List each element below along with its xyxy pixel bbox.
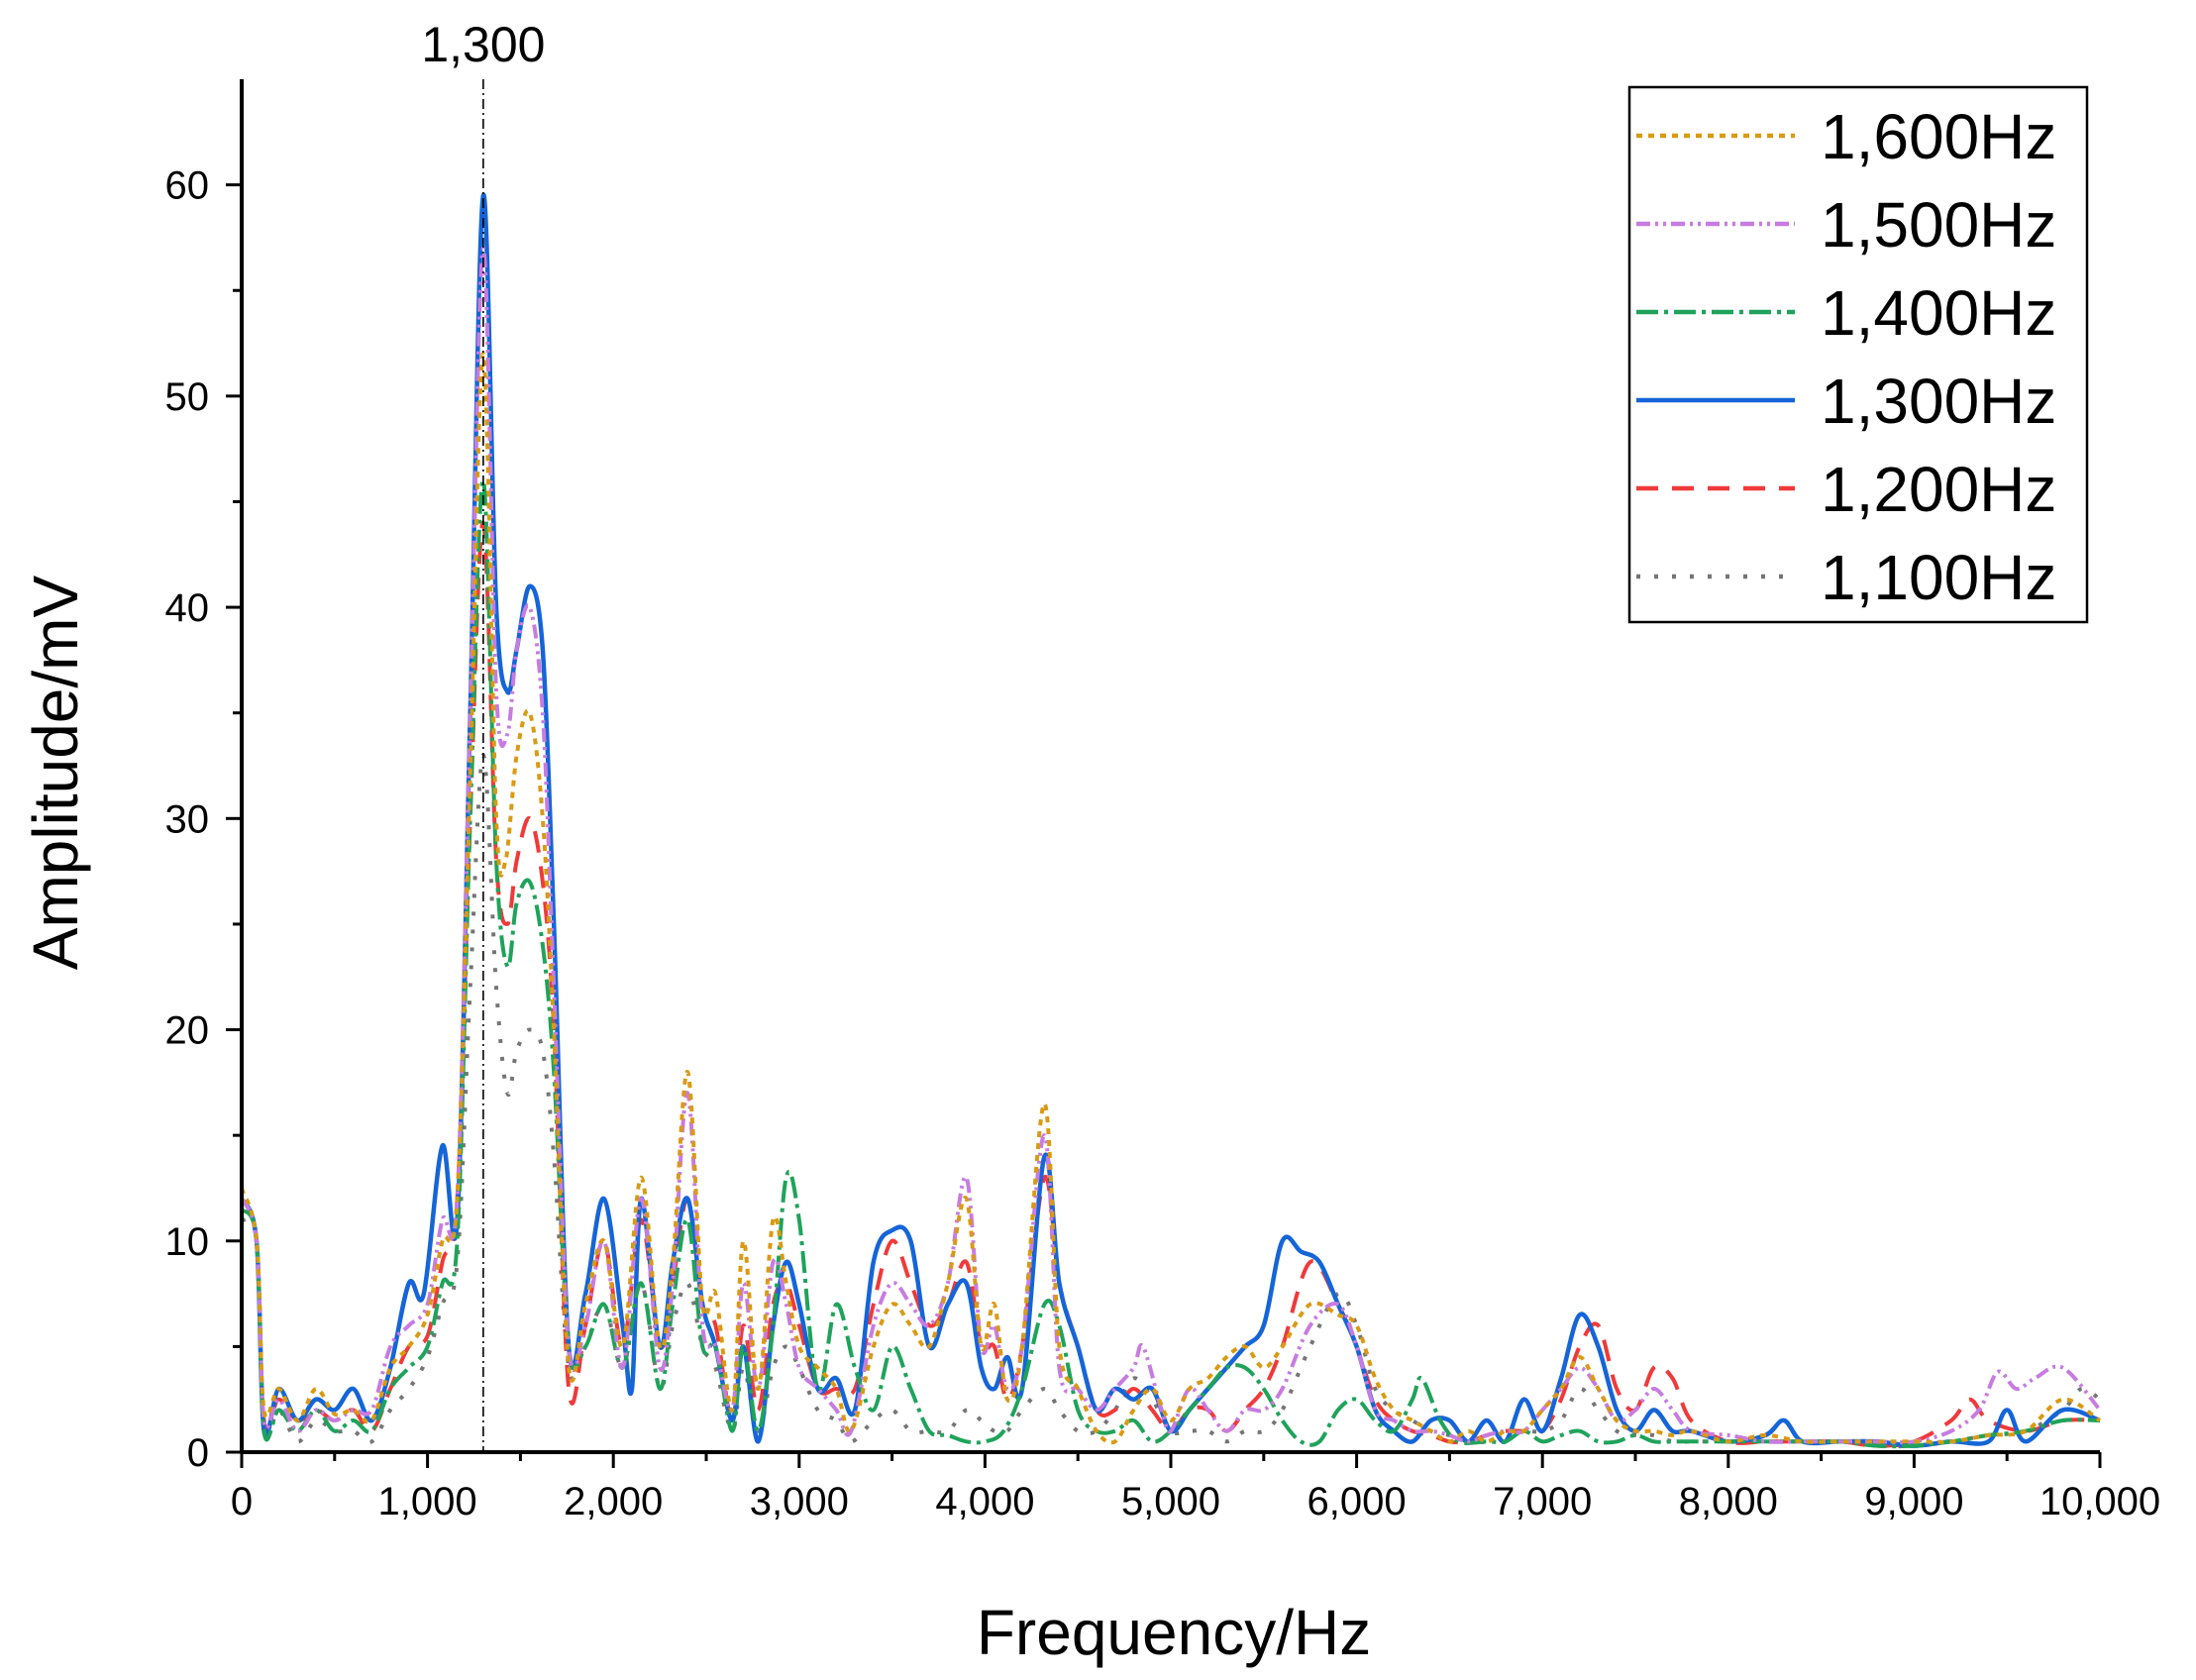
x-tick-label: 3,000 <box>750 1480 849 1523</box>
axes-group: 0 1,000 2,000 3,000 4,000 5,000 6,000 7,000 8,00… <box>165 79 2160 1523</box>
legend-label: 1,400Hz <box>1821 277 2056 349</box>
series-line-1100hz <box>240 753 2102 1449</box>
y-tick-label: 0 <box>187 1431 209 1475</box>
x-tick-label: 7,000 <box>1493 1480 1592 1523</box>
legend-label: 1,300Hz <box>1821 366 2056 437</box>
x-tick-label: 6,000 <box>1307 1480 1407 1523</box>
peak-marker-label: 1,300 <box>421 17 545 72</box>
legend-label: 1,200Hz <box>1821 454 2056 525</box>
legend: 1,600Hz 1,500Hz 1,400Hz 1,300Hz 1,200Hz 1,100… <box>1627 85 2089 624</box>
y-axis-title: Amplitude/mV <box>20 576 91 971</box>
y-tick-label: 40 <box>165 586 210 630</box>
y-tick-label: 10 <box>165 1220 210 1264</box>
series-line-1600hz <box>240 352 2102 1445</box>
y-tick-label: 60 <box>165 164 210 208</box>
x-tick-label: 8,000 <box>1679 1480 1778 1523</box>
legend-label: 1,100Hz <box>1821 542 2056 613</box>
x-tick-label: 5,000 <box>1121 1480 1220 1523</box>
x-tick-label: 1,000 <box>378 1480 477 1523</box>
legend-box <box>1627 85 2089 624</box>
x-tick-label: 4,000 <box>935 1480 1034 1523</box>
legend-label: 1,600Hz <box>1821 101 2056 172</box>
series-line-1500hz <box>240 246 2102 1445</box>
x-tick-label: 2,000 <box>564 1480 663 1523</box>
y-tick-label: 30 <box>165 797 210 841</box>
y-tick-label: 50 <box>165 375 210 419</box>
y-tick-label: 20 <box>165 1009 210 1053</box>
x-tick-label: 0 <box>231 1480 253 1523</box>
x-axis-title: Frequency/Hz <box>977 1597 1371 1668</box>
legend-label: 1,500Hz <box>1821 189 2056 261</box>
plot-series-group <box>239 192 2102 1449</box>
series-line-1400hz <box>240 478 2101 1449</box>
peak-marker-group: 1,300 <box>421 17 545 1452</box>
x-tick-label: 10,000 <box>2039 1480 2160 1523</box>
x-tick-label: 9,000 <box>1864 1480 1963 1523</box>
